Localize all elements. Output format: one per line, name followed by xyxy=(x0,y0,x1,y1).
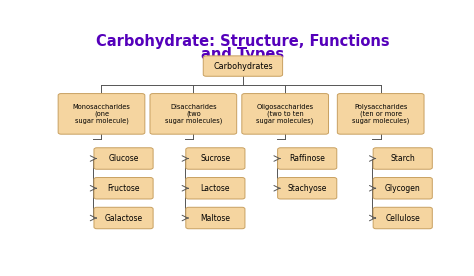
Text: Galactose: Galactose xyxy=(104,214,143,222)
FancyBboxPatch shape xyxy=(242,94,328,134)
Text: Glycogen: Glycogen xyxy=(385,184,420,193)
Text: Fructose: Fructose xyxy=(107,184,140,193)
FancyBboxPatch shape xyxy=(278,177,337,199)
Text: Sucrose: Sucrose xyxy=(201,154,230,163)
FancyBboxPatch shape xyxy=(94,207,153,229)
FancyBboxPatch shape xyxy=(203,56,283,76)
Text: Glucose: Glucose xyxy=(109,154,139,163)
FancyBboxPatch shape xyxy=(337,94,424,134)
FancyBboxPatch shape xyxy=(373,207,432,229)
FancyBboxPatch shape xyxy=(186,148,245,169)
FancyBboxPatch shape xyxy=(278,148,337,169)
Text: Disaccharides
(two
sugar molecules): Disaccharides (two sugar molecules) xyxy=(164,104,222,124)
Text: Carbohydrate: Structure, Functions: Carbohydrate: Structure, Functions xyxy=(96,34,390,49)
FancyBboxPatch shape xyxy=(58,94,145,134)
Text: Monosaccharides
(one
sugar molecule): Monosaccharides (one sugar molecule) xyxy=(73,104,130,124)
FancyBboxPatch shape xyxy=(150,94,237,134)
FancyBboxPatch shape xyxy=(373,148,432,169)
Text: Maltose: Maltose xyxy=(201,214,230,222)
FancyBboxPatch shape xyxy=(373,177,432,199)
Text: Raffinose: Raffinose xyxy=(289,154,325,163)
FancyBboxPatch shape xyxy=(94,148,153,169)
Text: and Types: and Types xyxy=(201,47,284,62)
Text: Starch: Starch xyxy=(391,154,415,163)
Text: Carbohydrates: Carbohydrates xyxy=(213,62,273,71)
Text: Stachyose: Stachyose xyxy=(288,184,327,193)
Text: Cellulose: Cellulose xyxy=(385,214,420,222)
FancyBboxPatch shape xyxy=(186,177,245,199)
FancyBboxPatch shape xyxy=(94,177,153,199)
Text: Oligosaccharides
(two to ten
sugar molecules): Oligosaccharides (two to ten sugar molec… xyxy=(256,104,314,124)
Text: Polysaccharides
(ten or more
sugar molecules): Polysaccharides (ten or more sugar molec… xyxy=(352,104,410,124)
FancyBboxPatch shape xyxy=(186,207,245,229)
Text: Lactose: Lactose xyxy=(201,184,230,193)
